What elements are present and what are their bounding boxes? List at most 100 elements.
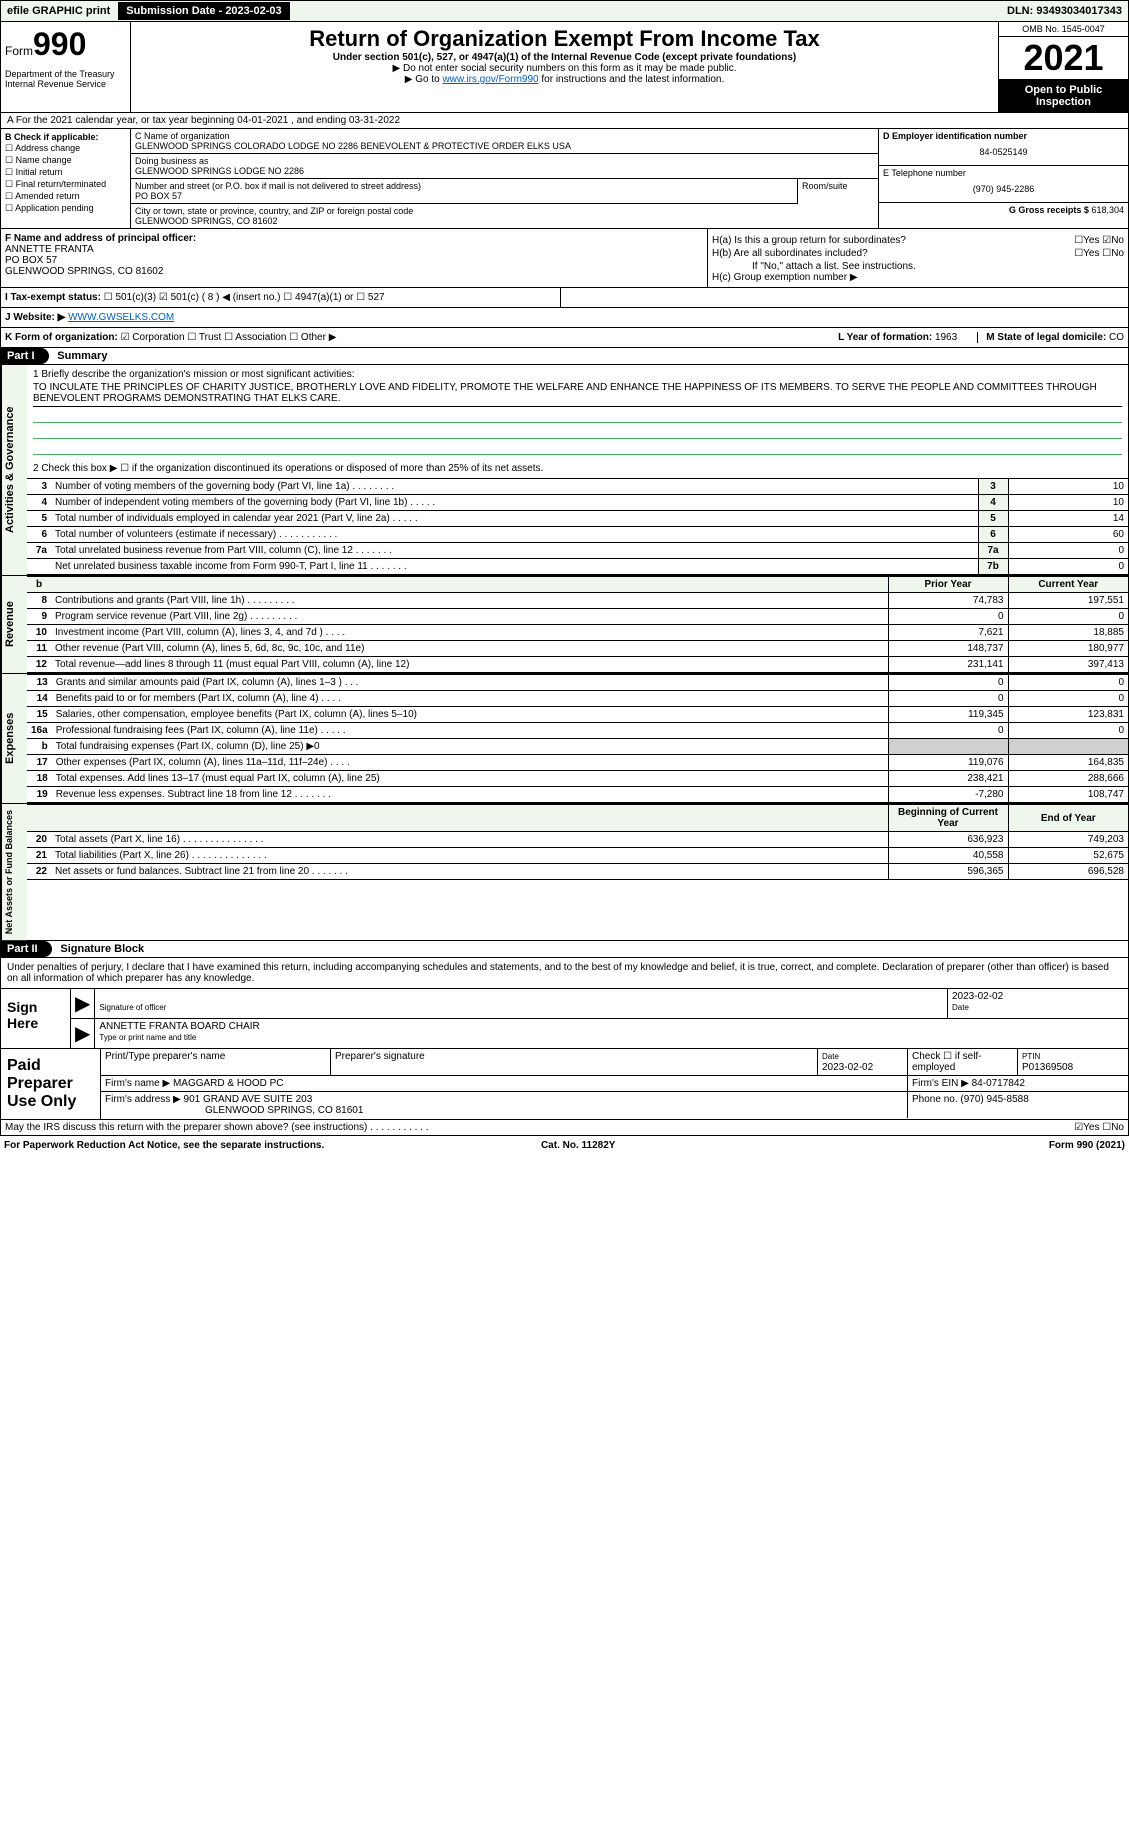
self-employed: Check ☐ if self-employed [908,1049,1018,1075]
col-f: F Name and address of principal officer:… [1,229,708,287]
declaration: Under penalties of perjury, I declare th… [1,958,1128,989]
f-addr2: GLENWOOD SPRINGS, CO 81602 [5,266,163,277]
preparer-sig: Preparer's signature [331,1049,818,1075]
table-row: 17Other expenses (Part IX, column (A), l… [27,755,1128,771]
k-form-org: K Form of organization: ☑ Corporation ☐ … [5,332,336,343]
website-link[interactable]: WWW.GWSELKS.COM [68,312,174,323]
cb-initial[interactable]: ☐ Initial return [5,167,126,178]
paid-preparer: Paid Preparer Use Only Print/Type prepar… [0,1049,1129,1120]
table-row: 5Total number of individuals employed in… [27,511,1128,527]
paid-r2: Firm's name ▶ MAGGARD & HOOD PC Firm's E… [101,1076,1128,1092]
cb-amended[interactable]: ☐ Amended return [5,191,126,202]
part2-title: Signature Block [60,943,144,955]
b-cell: b [27,577,51,593]
paid-fields: Print/Type preparer's name Preparer's si… [101,1049,1128,1119]
paid-r1: Print/Type preparer's name Preparer's si… [101,1049,1128,1076]
form-word: Form [5,44,33,58]
table-row: 22Net assets or fund balances. Subtract … [27,864,1128,880]
discuss-q: May the IRS discuss this return with the… [5,1122,429,1133]
row-i: I Tax-exempt status: ☐ 501(c)(3) ☑ 501(c… [0,288,1129,308]
form-footer: Form 990 (2021) [1049,1140,1125,1151]
firm-addr: Firm's address ▶ 901 GRAND AVE SUITE 203… [101,1092,908,1118]
d-phone: E Telephone number (970) 945-2286 [879,166,1128,203]
firm-name: Firm's name ▶ MAGGARD & HOOD PC [101,1076,908,1091]
c-dba: Doing business as GLENWOOD SPRINGS LODGE… [131,154,878,179]
rev-table: bPrior YearCurrent Year 8Contributions a… [27,576,1128,673]
tax-exempt: I Tax-exempt status: ☐ 501(c)(3) ☑ 501(c… [1,288,561,307]
sidebar-expenses: Expenses [1,674,27,803]
c-city: City or town, state or province, country… [131,204,878,228]
paid-r3: Firm's address ▶ 901 GRAND AVE SUITE 203… [101,1092,1128,1118]
firm-phone: Phone no. (970) 945-8588 [908,1092,1128,1118]
form-title: Return of Organization Exempt From Incom… [135,26,994,52]
part1-header: Part I Summary [0,348,1129,365]
form-number: 990 [33,26,86,62]
h-b2: If "No," attach a list. See instructions… [712,261,1124,272]
col-c: C Name of organization GLENWOOD SPRINGS … [131,129,878,228]
b-header: B Check if applicable: [5,132,126,142]
table-row: 8Contributions and grants (Part VIII, li… [27,593,1128,609]
omb-number: OMB No. 1545-0047 [999,22,1128,37]
rev-content: bPrior YearCurrent Year 8Contributions a… [27,576,1128,673]
m-state: M State of legal domicile: CO [977,332,1124,343]
header-center: Return of Organization Exempt From Incom… [131,22,998,112]
subtitle-2: ▶ Do not enter social security numbers o… [135,63,994,74]
table-row: 4Number of independent voting members of… [27,495,1128,511]
c-address: Number and street (or P.O. box if mail i… [131,179,798,204]
table-row: 15Salaries, other compensation, employee… [27,707,1128,723]
table-row: 6Total number of volunteers (estimate if… [27,527,1128,543]
top-bar: efile GRAPHIC print Submission Date - 20… [0,0,1129,22]
form-header: Form990 Department of the Treasury Inter… [0,22,1129,113]
table-row: 18Total expenses. Add lines 13–17 (must … [27,771,1128,787]
header-left: Form990 Department of the Treasury Inter… [1,22,131,112]
c-room: Room/suite [798,179,878,204]
cb-name[interactable]: ☐ Name change [5,155,126,166]
table-row: 3Number of voting members of the governi… [27,479,1128,495]
submission-date-btn[interactable]: Submission Date - 2023-02-03 [118,2,289,20]
h-a: H(a) Is this a group return for subordin… [712,235,1124,246]
f-name: ANNETTE FRANTA [5,244,94,255]
sig-date: 2023-02-02Date [948,989,1128,1018]
open-public: Open to Public Inspection [999,80,1128,112]
cb-pending[interactable]: ☐ Application pending [5,203,126,214]
ptin: PTINP01369508 [1018,1049,1128,1075]
table-row: 10Investment income (Part VIII, column (… [27,625,1128,641]
na-table: Beginning of Current YearEnd of Year 20T… [27,804,1128,880]
table-row: 19Revenue less expenses. Subtract line 1… [27,787,1128,803]
table-row: 12Total revenue—add lines 8 through 11 (… [27,657,1128,673]
bottom: For Paperwork Reduction Act Notice, see … [0,1136,1129,1155]
na-content: Beginning of Current YearEnd of Year 20T… [27,804,1128,940]
tax-year-range: A For the 2021 calendar year, or tax yea… [1,113,406,128]
table-row: 21Total liabilities (Part X, line 26) . … [27,848,1128,864]
cb-final[interactable]: ☐ Final return/terminated [5,179,126,190]
sidebar-governance: Activities & Governance [1,365,27,575]
block-fh: F Name and address of principal officer:… [0,229,1129,288]
table-row: bTotal fundraising expenses (Part IX, co… [27,739,1128,755]
row-klm: K Form of organization: ☑ Corporation ☐ … [0,328,1129,348]
h-b: H(b) Are all subordinates included?☐Yes … [712,248,1124,259]
cat-no: Cat. No. 11282Y [541,1140,615,1151]
irs-link[interactable]: www.irs.gov/Form990 [442,74,538,85]
rev-hdr: bPrior YearCurrent Year [27,577,1128,593]
table-row: 16aProfessional fundraising fees (Part I… [27,723,1128,739]
cb-address[interactable]: ☐ Address change [5,143,126,154]
part1-label: Part I [1,348,49,364]
tax-year: 2021 [999,37,1128,80]
f-label: F Name and address of principal officer: [5,233,196,244]
sig-officer: Signature of officer [95,989,948,1018]
na-hdr: Beginning of Current YearEnd of Year [27,805,1128,832]
header-right: OMB No. 1545-0047 2021 Open to Public In… [998,22,1128,112]
sign-here: Sign Here [1,989,71,1048]
p1-governance: Activities & Governance 1 Briefly descri… [0,365,1129,576]
sig-name: ANNETTE FRANTA BOARD CHAIRType or print … [95,1019,1128,1048]
part1-title: Summary [57,350,107,362]
block-bcd: B Check if applicable: ☐ Address change … [0,129,1129,229]
col-h: H(a) Is this a group return for subordin… [708,229,1128,287]
p1-revenue: Revenue bPrior YearCurrent Year 8Contrib… [0,576,1129,674]
table-row: 7aTotal unrelated business revenue from … [27,543,1128,559]
gov-content: 1 Briefly describe the organization's mi… [27,365,1128,575]
mission-text: TO INCULATE THE PRINCIPLES OF CHARITY JU… [33,380,1122,407]
paid-date: Date2023-02-02 [818,1049,908,1075]
h-c: H(c) Group exemption number ▶ [712,272,1124,283]
row-a: A For the 2021 calendar year, or tax yea… [0,113,1129,129]
